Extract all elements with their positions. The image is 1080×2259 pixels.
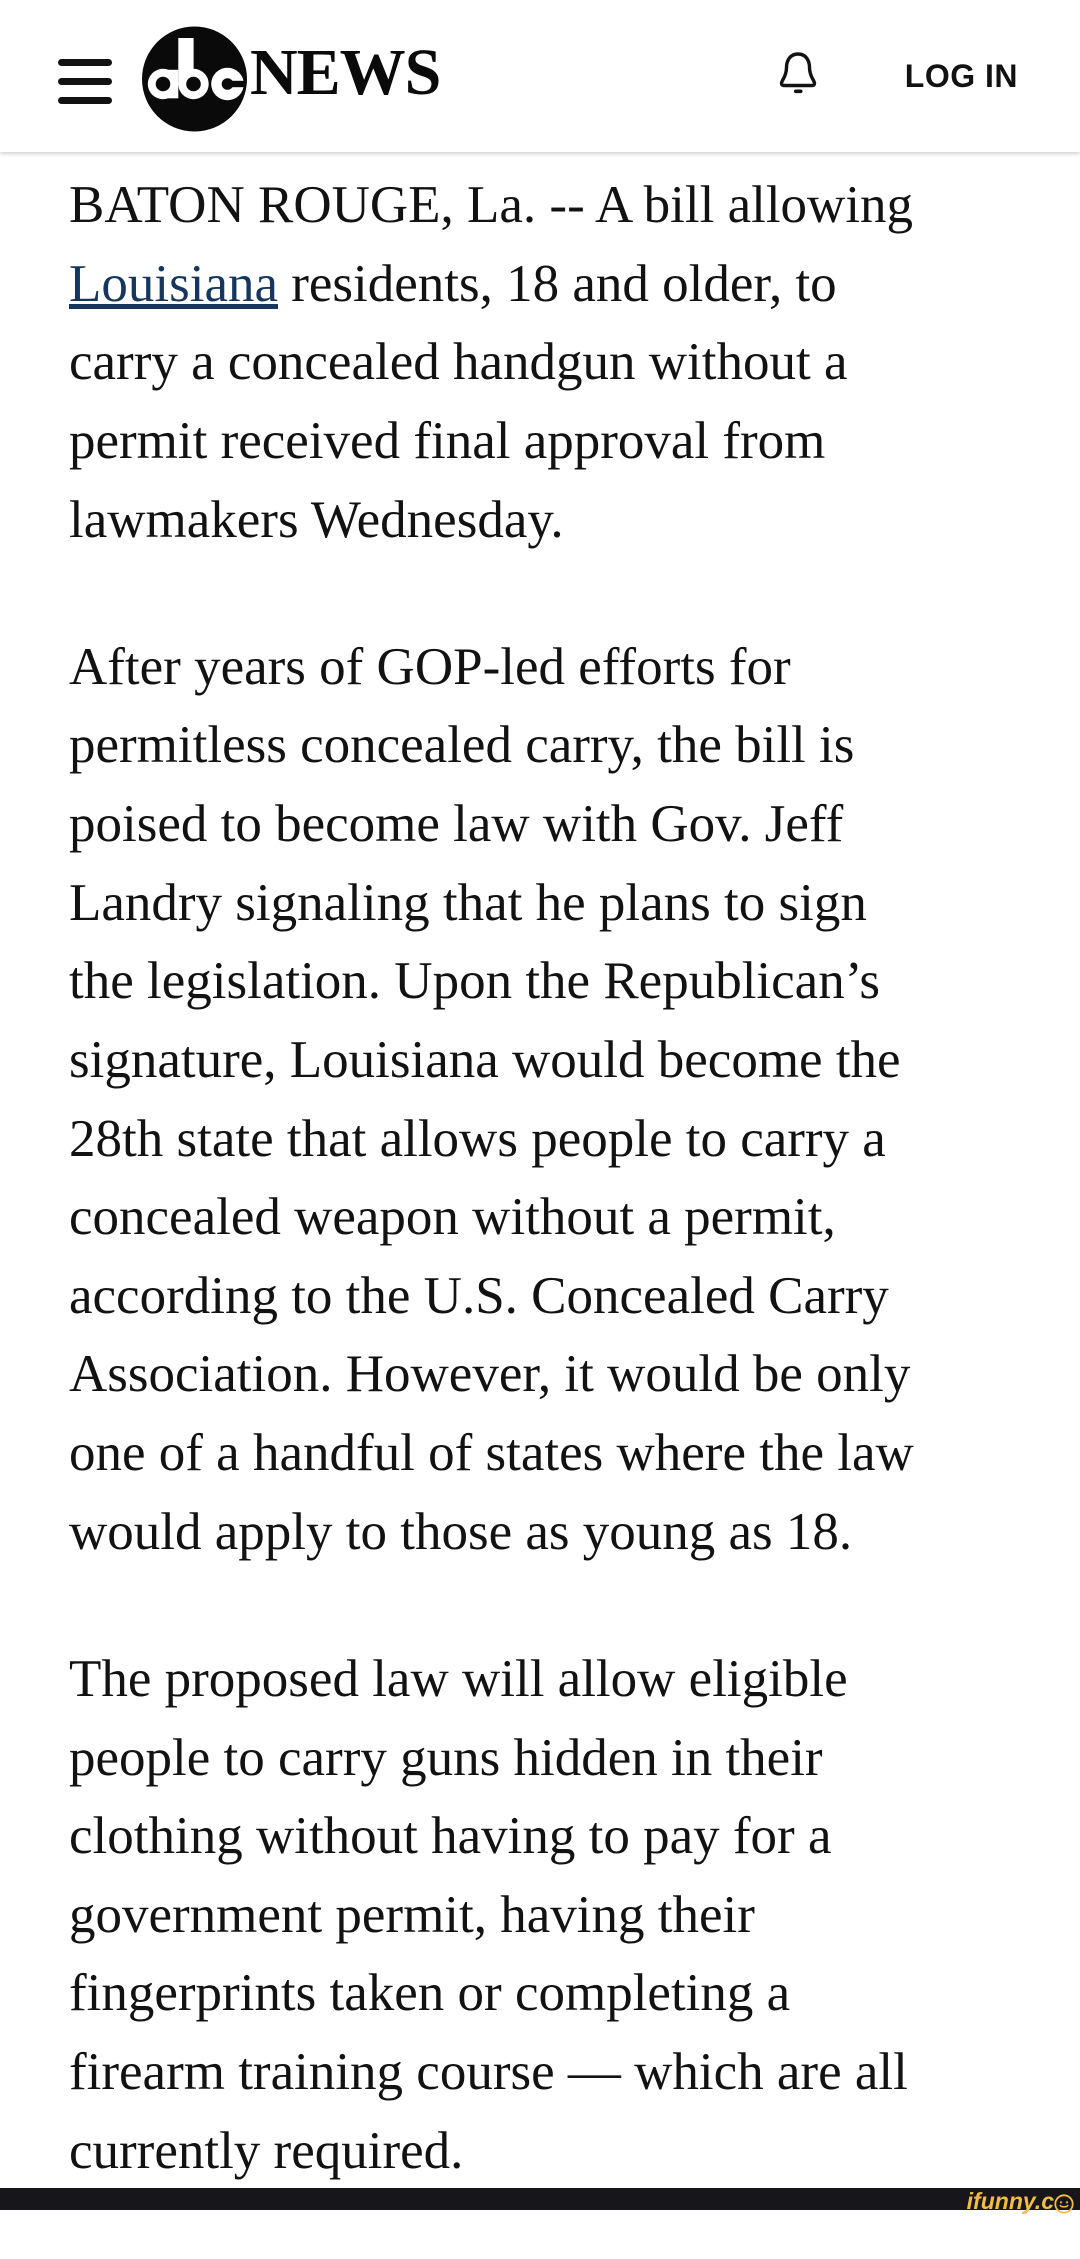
svg-text:NEWS: NEWS xyxy=(250,36,440,109)
